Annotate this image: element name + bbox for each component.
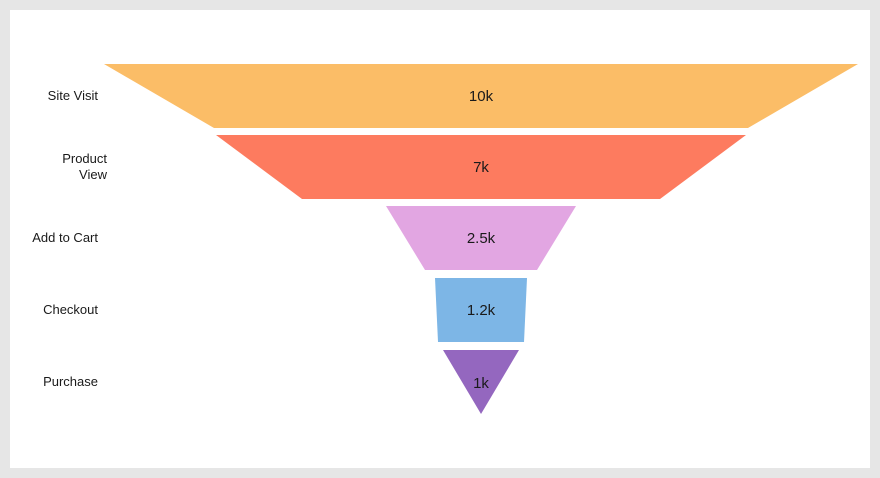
funnel-segment-checkout: [435, 278, 527, 342]
stage-label: Checkout: [43, 302, 98, 317]
stage-label: Purchase: [43, 374, 98, 389]
stage-label: Product View: [62, 151, 107, 182]
funnel-value-label: 2.5k: [467, 230, 496, 247]
funnel-segment-purchase: [443, 350, 519, 414]
funnel-segment-add-to-cart: [386, 206, 576, 270]
funnel-segment-product-view: [216, 135, 746, 199]
funnel-value-label: 7k: [473, 159, 489, 176]
funnel-value-label: 1.2k: [467, 302, 496, 319]
funnel-value-label: 1k: [473, 375, 489, 392]
stage-label: Site Visit: [47, 88, 98, 103]
funnel-value-label: 10k: [469, 88, 494, 105]
stage-label: Add to Cart: [32, 230, 98, 245]
funnel-segment-site-visit: [104, 64, 858, 128]
